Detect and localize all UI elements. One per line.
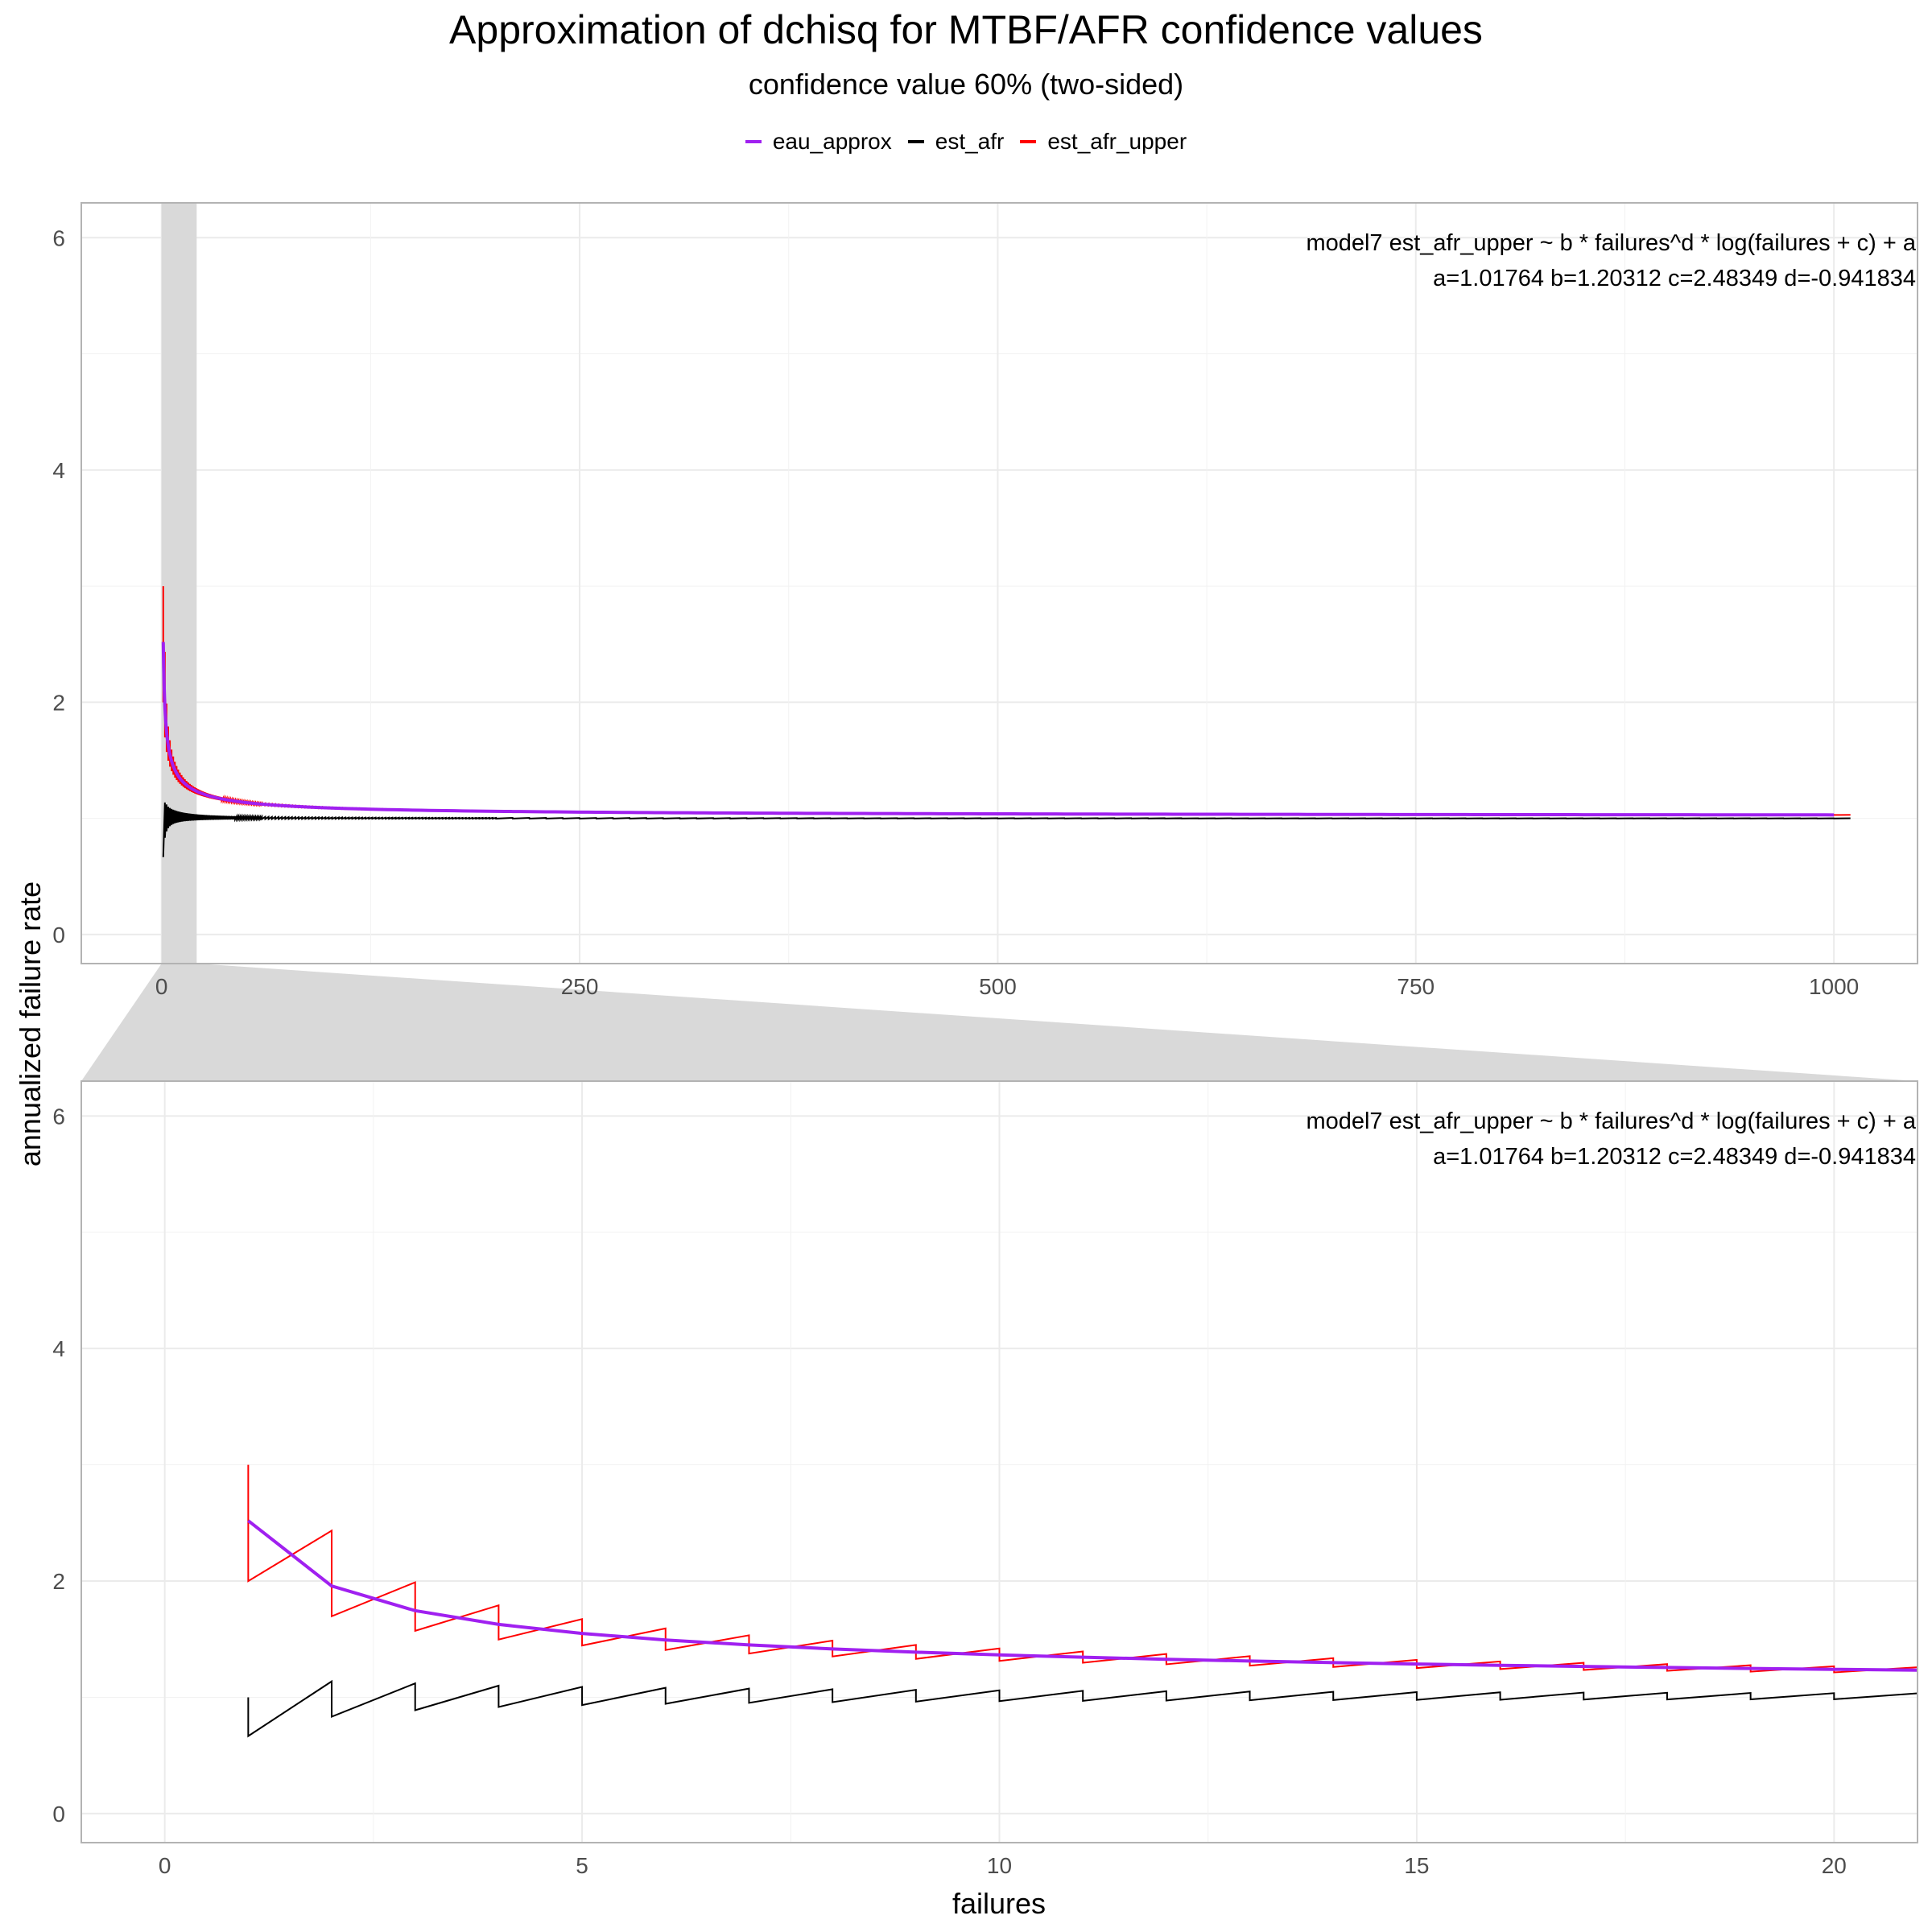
legend-key-est-afr-upper <box>1020 140 1037 143</box>
chart-title: Approximation of dchisq for MTBF/AFR con… <box>449 7 1483 52</box>
data-layer <box>161 586 1851 857</box>
x-tick-label: 250 <box>561 974 599 999</box>
x-tick-label: 0 <box>155 974 168 999</box>
legend-label-est-afr-upper: est_afr_upper <box>1047 129 1187 154</box>
legend-label-eau-approx: eau_approx <box>772 129 892 154</box>
y-tick-label: 2 <box>52 1569 65 1594</box>
x-tick-label: 10 <box>987 1853 1012 1878</box>
y-tick-label: 4 <box>52 1336 65 1361</box>
legend-label-est-afr: est_afr <box>935 129 1005 154</box>
x-tick-label: 0 <box>159 1853 171 1878</box>
y-tick-label: 6 <box>52 225 65 250</box>
model-annotation-line: a=1.01764 b=1.20312 c=2.48349 d=-0.94183… <box>1433 1144 1916 1170</box>
data-layer <box>247 1464 1918 1738</box>
zoom-panel: 0 2 4 6 0 5 10 15 20 model7 est_afr_upper ~ b * f… <box>52 1080 1918 1878</box>
legend-key-est-afr <box>907 140 924 143</box>
series-est-afr-upper-line <box>247 1464 1918 1674</box>
series-eau-approx-line <box>247 1519 1918 1672</box>
x-tick-label: 5 <box>576 1853 588 1878</box>
panel-border <box>80 202 1918 964</box>
overview-panel: 0 2 4 6 0 250 500 750 1000 model7 est_afr_upper ~… <box>52 202 1918 999</box>
model-annotation-line: a=1.01764 b=1.20312 c=2.48349 d=-0.94183… <box>1433 266 1916 291</box>
legend: eau_approx est_afr est_afr_upper <box>0 129 1932 155</box>
x-tick-label: 15 <box>1404 1853 1429 1878</box>
x-tick-label: 20 <box>1822 1853 1847 1878</box>
model-annotation-line: model7 est_afr_upper ~ b * failures^d * … <box>1306 230 1916 256</box>
legend-item-est-afr-upper: est_afr_upper <box>1020 129 1187 155</box>
x-tick-label: 1000 <box>1809 974 1859 999</box>
legend-item-eau-approx: eau_approx <box>745 129 892 155</box>
zoom-region-band <box>161 203 197 964</box>
x-axis-title: failures <box>952 1887 1046 1920</box>
series-eau-approx-line <box>161 642 1835 817</box>
model-annotation-line: model7 est_afr_upper ~ b * failures^d * … <box>1306 1108 1916 1134</box>
zoom-connector <box>81 964 1918 1081</box>
panel-background <box>81 203 1918 964</box>
legend-key-eau-approx <box>745 140 762 143</box>
chart-subtitle: confidence value 60% (two-sided) <box>748 68 1184 101</box>
y-tick-label: 2 <box>52 690 65 715</box>
y-axis-title: annualized failure rate <box>14 881 47 1166</box>
legend-item-est-afr: est_afr <box>907 129 1005 155</box>
y-tick-label: 6 <box>52 1104 65 1129</box>
x-tick-label: 500 <box>979 974 1017 999</box>
y-tick-label: 4 <box>52 458 65 483</box>
y-tick-label: 0 <box>52 1802 65 1827</box>
series-est-afr-line <box>162 802 1851 857</box>
y-tick-label: 0 <box>52 923 65 947</box>
series-est-afr-line <box>247 1679 1918 1738</box>
x-tick-label: 750 <box>1397 974 1435 999</box>
panel-border <box>80 1080 1918 1843</box>
